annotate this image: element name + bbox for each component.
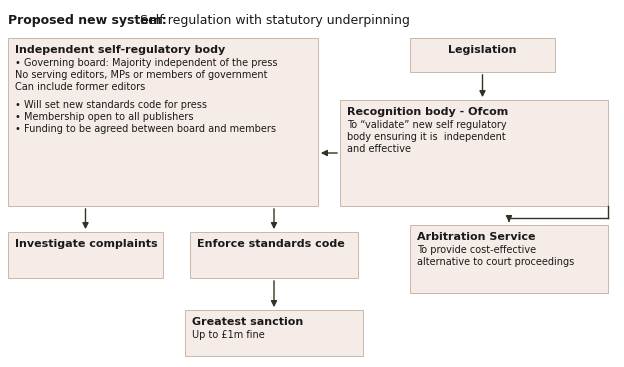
Text: • Funding to be agreed between board and members: • Funding to be agreed between board and… xyxy=(15,124,276,134)
Text: body ensuring it is  independent: body ensuring it is independent xyxy=(347,132,505,142)
Text: To provide cost-effective: To provide cost-effective xyxy=(417,245,536,255)
Text: Can include former editors: Can include former editors xyxy=(15,82,145,92)
Text: and effective: and effective xyxy=(347,144,411,154)
Text: • Membership open to all publishers: • Membership open to all publishers xyxy=(15,112,193,122)
FancyBboxPatch shape xyxy=(185,310,363,356)
Text: Greatest sanction: Greatest sanction xyxy=(192,317,303,327)
FancyBboxPatch shape xyxy=(8,38,318,206)
Text: Investigate complaints: Investigate complaints xyxy=(15,239,158,249)
Text: Arbitration Service: Arbitration Service xyxy=(417,232,535,242)
Text: Legislation: Legislation xyxy=(448,45,517,55)
Text: No serving editors, MPs or members of government: No serving editors, MPs or members of go… xyxy=(15,70,268,80)
Text: alternative to court proceedings: alternative to court proceedings xyxy=(417,257,574,267)
FancyBboxPatch shape xyxy=(410,38,555,72)
Text: Proposed new system:: Proposed new system: xyxy=(8,14,167,27)
Text: Independent self-regulatory body: Independent self-regulatory body xyxy=(15,45,225,55)
Text: Up to £1m fine: Up to £1m fine xyxy=(192,330,265,340)
FancyBboxPatch shape xyxy=(8,232,163,278)
Text: • Will set new standards code for press: • Will set new standards code for press xyxy=(15,100,207,110)
FancyBboxPatch shape xyxy=(190,232,358,278)
FancyBboxPatch shape xyxy=(410,225,608,293)
Text: Self regulation with statutory underpinning: Self regulation with statutory underpinn… xyxy=(136,14,410,27)
Text: Recognition body - Ofcom: Recognition body - Ofcom xyxy=(347,107,509,117)
Text: Enforce standards code: Enforce standards code xyxy=(197,239,344,249)
Text: • Governing board: Majority independent of the press: • Governing board: Majority independent … xyxy=(15,58,278,68)
FancyBboxPatch shape xyxy=(340,100,608,206)
Text: To “validate” new self regulatory: To “validate” new self regulatory xyxy=(347,120,507,130)
